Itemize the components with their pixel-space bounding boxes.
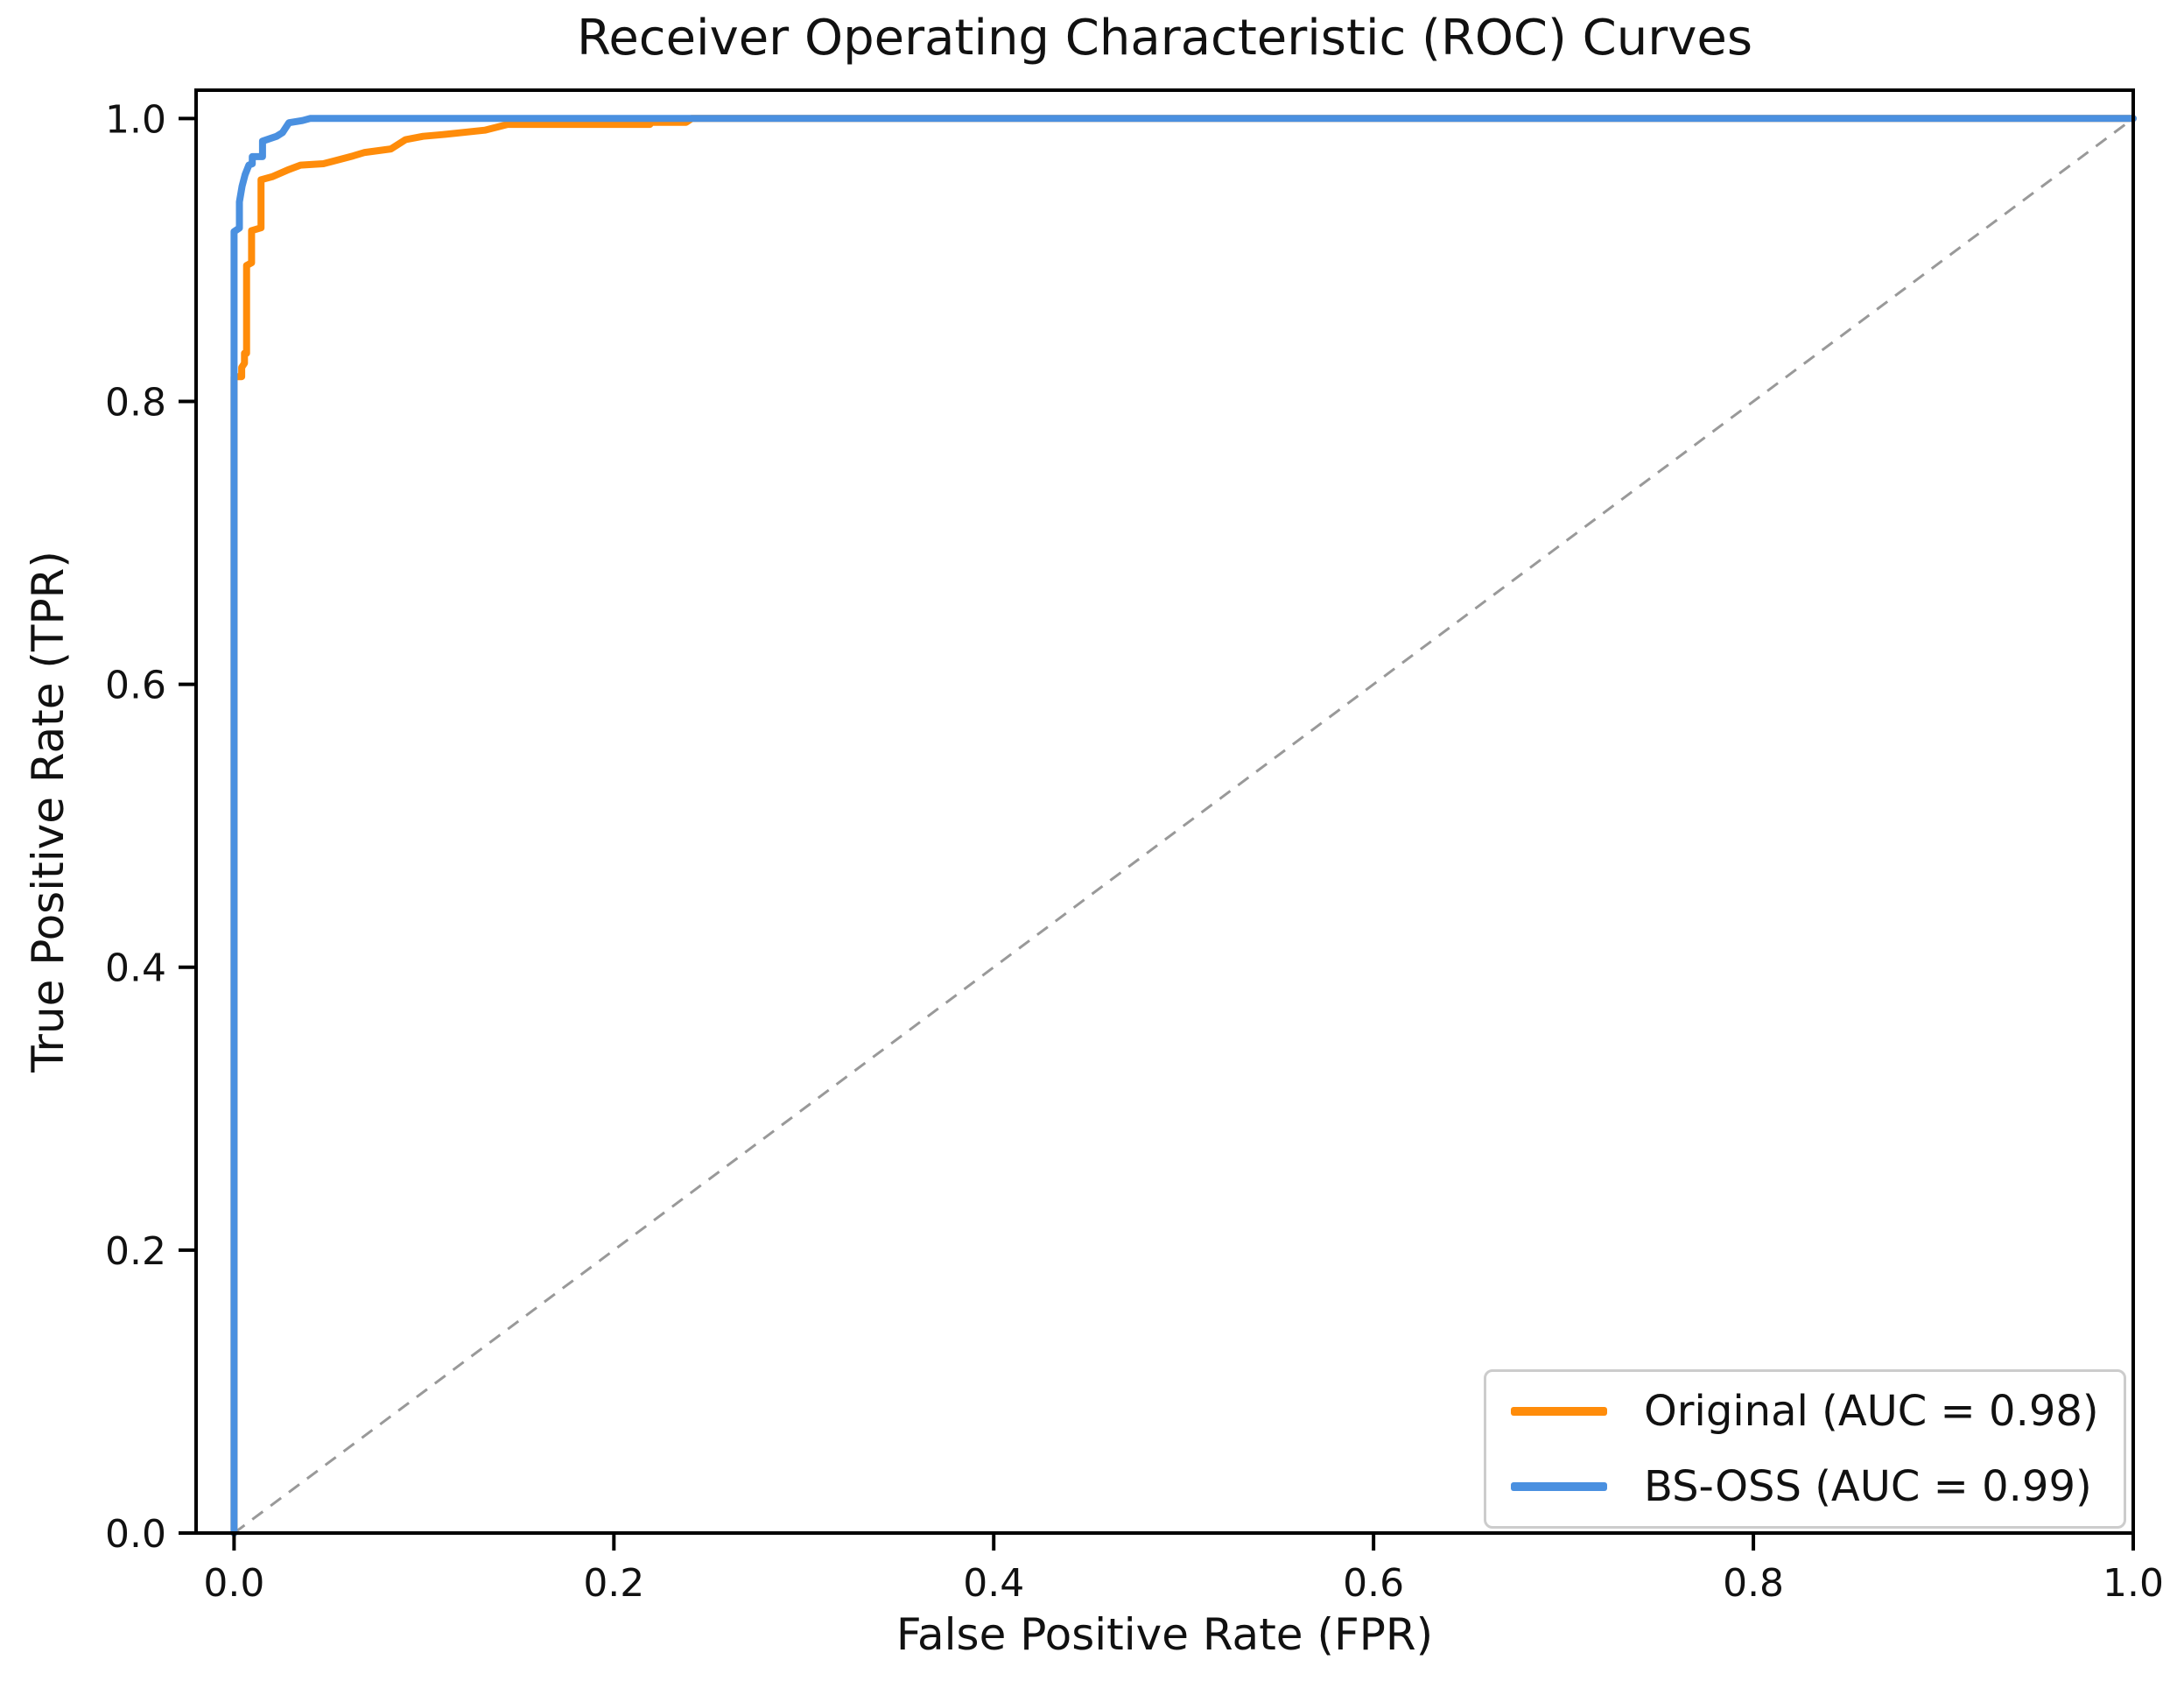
y-tick-label: 1.0 [105,97,166,142]
x-tick-label: 0.6 [1343,1561,1404,1606]
legend-box: Original (AUC = 0.98) BS-OSS (AUC = 0.99… [1484,1369,2126,1529]
chart-title: Receiver Operating Characteristic (ROC) … [576,10,1753,67]
roc-curve-original [230,115,2137,1537]
roc-plot-canvas: 0.0 0.2 0.4 0.6 0.8 1.0 0.0 0.2 0.4 0.6 0.8 1.0 [105,88,2164,1606]
roc-curve-bs-oss [230,115,2137,1537]
chance-diagonal-line [233,117,2134,1535]
y-axis-label-container: True Positive Rate (TPR) [0,90,96,1533]
plot-area: 0.0 0.2 0.4 0.6 0.8 1.0 0.0 0.2 0.4 0.6 0.8 1.0 [105,88,2164,1606]
x-tick-label: 0.4 [963,1561,1024,1606]
x-tick-label: 0.0 [203,1561,264,1606]
x-axis-label: False Positive Rate (FPR) [895,1609,1434,1660]
x-tick-label: 1.0 [2103,1561,2164,1606]
y-tick-label: 0.0 [105,1512,166,1557]
legend-line-swatch-original [1511,1407,1607,1416]
y-tick-label: 0.4 [105,946,166,991]
axes-spines [194,88,2135,1535]
legend-line-swatch-bs-oss [1511,1482,1607,1491]
y-tick-label: 0.2 [105,1229,166,1274]
legend-entry-original: Original (AUC = 0.98) [1511,1387,2124,1436]
y-tick-label: 0.8 [105,380,166,425]
legend-label-original: Original (AUC = 0.98) [1644,1387,2099,1436]
legend-entry-bs-oss: BS-OSS (AUC = 0.99) [1511,1462,2124,1511]
legend-label-bs-oss: BS-OSS (AUC = 0.99) [1644,1462,2092,1511]
x-tick-label: 0.2 [583,1561,644,1606]
y-axis-label: True Positive Rate (TPR) [23,551,74,1073]
y-tick-label: 0.6 [105,664,166,708]
x-tick-label: 0.8 [1723,1561,1784,1606]
